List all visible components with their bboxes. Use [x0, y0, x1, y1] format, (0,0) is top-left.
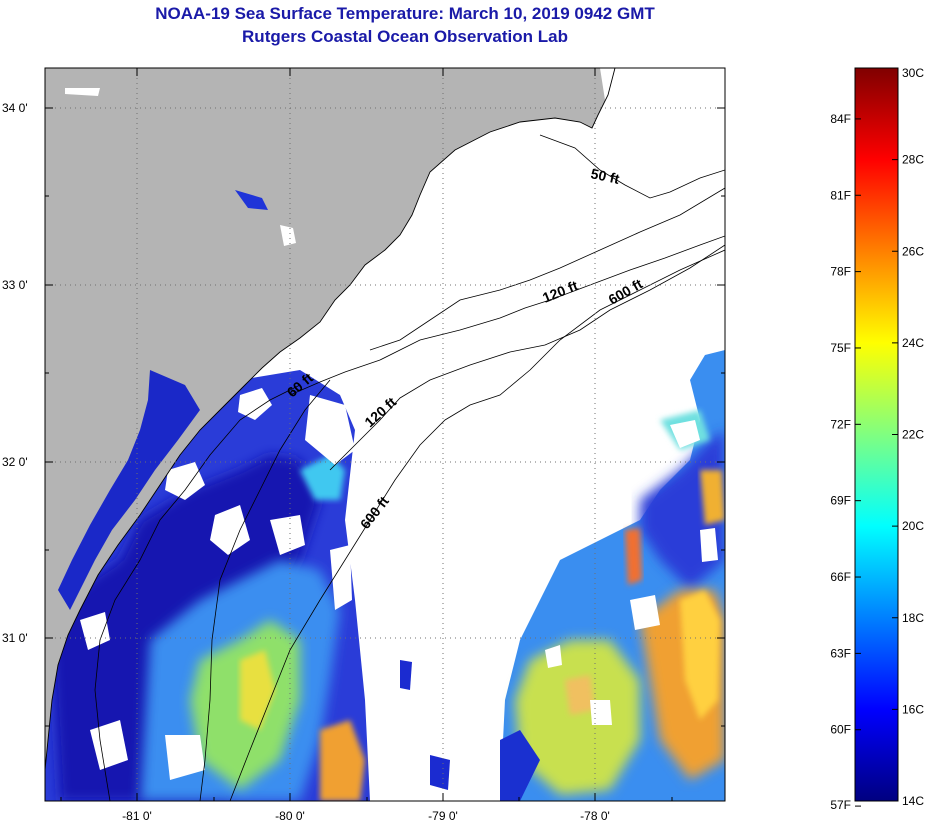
- colorbar-label-fahrenheit: 75F: [830, 341, 851, 355]
- coastline: [45, 68, 616, 771]
- lake-water: [280, 225, 296, 246]
- graticule: [45, 68, 725, 801]
- colorbar-label-fahrenheit: 69F: [830, 494, 851, 508]
- colorbar-label-fahrenheit: 72F: [830, 417, 851, 431]
- land-mass: [45, 68, 615, 770]
- colorbar: [854, 67, 899, 802]
- colorbar-label-fahrenheit: 57F: [830, 798, 851, 812]
- lat-label: 31 0': [2, 631, 28, 645]
- colorbar-label-celsius: 28C: [902, 153, 924, 167]
- offshore-patch: [400, 660, 412, 690]
- lat-label: 32 0': [2, 455, 28, 469]
- offshore-patch: [430, 755, 450, 790]
- estuary-water: [58, 370, 200, 610]
- sst-east-gulfstream: [500, 350, 725, 801]
- colorbar-label-celsius: 22C: [902, 428, 924, 442]
- colorbar-label-fahrenheit: 78F: [830, 265, 851, 279]
- lake-water: [235, 190, 268, 210]
- contour-label-50ft: 50 ft: [589, 165, 621, 187]
- colorbar-label-celsius: 24C: [902, 336, 924, 350]
- colorbar-label-fahrenheit: 63F: [830, 646, 851, 660]
- map-plot-area: 50 ft 120 ft 600 ft 120 ft 600 ft 60 ft: [45, 68, 725, 801]
- lon-label: -80 0': [275, 809, 305, 823]
- sound-water: [598, 68, 640, 140]
- lake-water: [65, 88, 100, 96]
- colorbar-label-celsius: 16C: [902, 702, 924, 716]
- map-frame: [44, 67, 726, 802]
- lon-label: -81 0': [122, 809, 152, 823]
- colorbar-label-celsius: 26C: [902, 244, 924, 258]
- colorbar-label-celsius: 20C: [902, 519, 924, 533]
- colorbar-label-celsius: 14C: [902, 794, 924, 808]
- sst-west-shelf: [45, 370, 370, 801]
- colorbar-label-fahrenheit: 81F: [830, 188, 851, 202]
- colorbar-label-fahrenheit: 66F: [830, 570, 851, 584]
- colorbar-label-celsius: 30C: [902, 66, 924, 80]
- lat-label: 33 0': [2, 278, 28, 292]
- map-subtitle: Rutgers Coastal Ocean Observation Lab: [242, 27, 568, 46]
- map-ticks: [45, 68, 725, 801]
- lon-label: -78 0': [580, 809, 610, 823]
- map-title: NOAA-19 Sea Surface Temperature: March 1…: [155, 4, 655, 23]
- colorbar-label-fahrenheit: 60F: [830, 723, 851, 737]
- colorbar-label-celsius: 18C: [902, 611, 924, 625]
- colorbar-label-fahrenheit: 84F: [830, 112, 851, 126]
- bathymetry-contours: [94, 134, 725, 801]
- lon-label: -79 0': [428, 809, 458, 823]
- lat-label: 34 0': [2, 101, 28, 115]
- colorbar-labels: 30C 28C 26C 24C 22C 20C 18C 16C 14C 84F 81F 78F 75F 7…: [830, 66, 924, 812]
- colorbar-ticks: [855, 67, 898, 807]
